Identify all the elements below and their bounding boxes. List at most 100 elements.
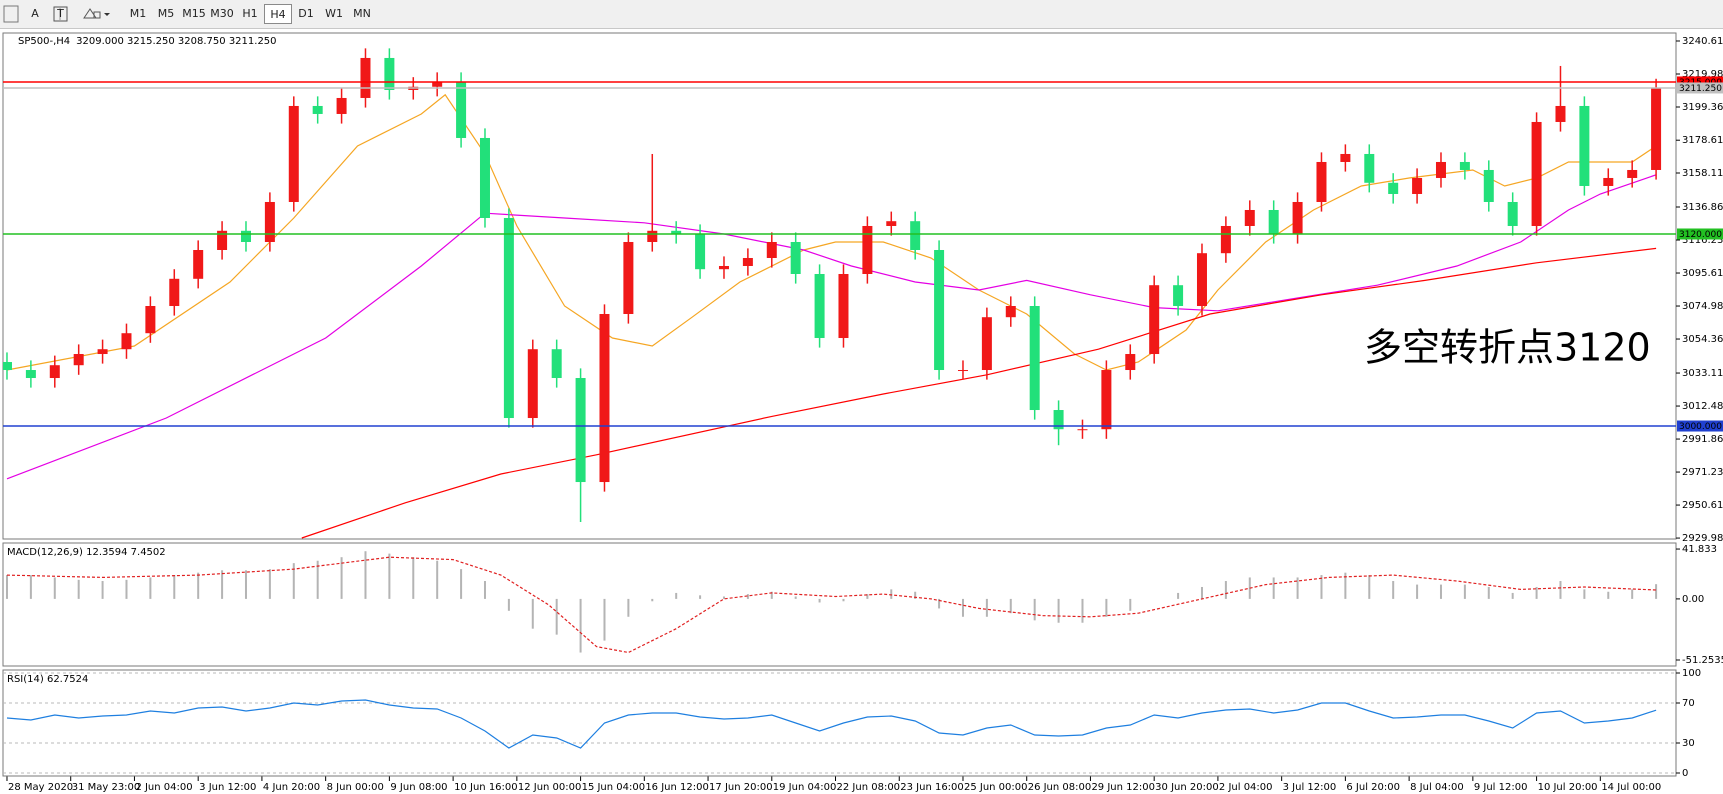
macd-bar bbox=[1081, 598, 1084, 623]
timeframe-button[interactable]: M15 bbox=[182, 7, 206, 20]
candle-body bbox=[1005, 306, 1016, 318]
crosshair-icon[interactable] bbox=[3, 5, 19, 23]
macd-bar bbox=[364, 551, 367, 599]
macd-bar bbox=[746, 594, 749, 599]
timeframe-button[interactable]: M5 bbox=[157, 7, 175, 20]
macd-bar bbox=[1392, 581, 1395, 599]
candle-body bbox=[718, 265, 729, 270]
macd-bar bbox=[651, 598, 654, 602]
y-tick-label: 3158.110 bbox=[1682, 168, 1723, 179]
macd-bar bbox=[1511, 592, 1514, 599]
candle-body bbox=[814, 273, 825, 339]
macd-bar bbox=[1033, 598, 1036, 621]
macd-bar bbox=[460, 569, 463, 599]
macd-bar bbox=[675, 592, 678, 599]
candle-body bbox=[360, 57, 371, 98]
candle-body bbox=[1555, 105, 1566, 122]
macd-bar bbox=[770, 591, 773, 599]
candle-body bbox=[1101, 370, 1112, 430]
macd-bar bbox=[842, 598, 845, 602]
timeframe-button[interactable]: M30 bbox=[210, 7, 234, 20]
y-tick-label: 3116.235 bbox=[1682, 235, 1723, 246]
macd-bar bbox=[794, 596, 797, 599]
price-tag-label: 3120.000 bbox=[1679, 230, 1722, 240]
timeframe-button[interactable]: D1 bbox=[298, 7, 314, 20]
candle-body bbox=[1483, 169, 1494, 202]
shapes-icon[interactable] bbox=[83, 8, 101, 19]
macd-bar bbox=[29, 575, 32, 599]
macd-bar bbox=[53, 577, 56, 599]
candle-body bbox=[1651, 88, 1662, 170]
candle-body bbox=[1579, 105, 1590, 186]
candle-body bbox=[1173, 285, 1184, 307]
y-tick-label: 0 bbox=[1682, 768, 1688, 779]
macd-bar bbox=[101, 581, 104, 599]
macd-bar bbox=[1344, 572, 1347, 599]
macd-bar bbox=[555, 598, 558, 635]
panel-content bbox=[3, 672, 1676, 774]
candle-body bbox=[981, 317, 992, 371]
candle-body bbox=[336, 97, 347, 114]
candle-body bbox=[1507, 201, 1518, 226]
x-tick-label: 3 Jun 12:00 bbox=[199, 782, 256, 793]
y-tick-label: 3033.110 bbox=[1682, 368, 1723, 379]
price-tag bbox=[1677, 228, 1723, 240]
candle-body bbox=[1531, 121, 1542, 226]
candle-body bbox=[551, 349, 562, 379]
x-tick-label: 2 Jul 04:00 bbox=[1219, 782, 1273, 793]
candle-body bbox=[240, 230, 251, 242]
macd-bar bbox=[1057, 598, 1060, 623]
dropdown-arrow[interactable] bbox=[104, 13, 110, 16]
timeframe-button[interactable]: M1 bbox=[129, 7, 147, 20]
x-tick-label: 4 Jun 20:00 bbox=[263, 782, 320, 793]
macd-bar bbox=[722, 596, 725, 599]
macd-bar bbox=[603, 598, 606, 641]
panel-content bbox=[5, 551, 1658, 654]
x-tick-label: 6 Jul 20:00 bbox=[1346, 782, 1400, 793]
candle-body bbox=[599, 314, 610, 483]
candle-body bbox=[671, 230, 682, 234]
macd-bar bbox=[173, 575, 176, 599]
x-tick-label: 9 Jun 08:00 bbox=[390, 782, 447, 793]
y-tick-label: 0.00 bbox=[1682, 594, 1704, 605]
y-tick-label: 2991.860 bbox=[1682, 434, 1723, 445]
y-tick-label: 41.833 bbox=[1682, 544, 1717, 555]
moving-average bbox=[6, 93, 1657, 371]
candle-body bbox=[862, 225, 873, 274]
macd-bar bbox=[1224, 581, 1227, 599]
candle-body bbox=[910, 221, 921, 250]
rsi-line bbox=[6, 699, 1657, 749]
macd-bar bbox=[1200, 586, 1203, 599]
candle-body bbox=[432, 81, 443, 87]
candle-body bbox=[527, 349, 538, 419]
x-tick-label: 25 Jun 00:00 bbox=[964, 782, 1028, 793]
x-tick-label: 16 Jun 12:00 bbox=[645, 782, 709, 793]
moving-average bbox=[6, 174, 1657, 480]
candle-body bbox=[647, 230, 658, 242]
macd-bar bbox=[507, 598, 510, 611]
candle-body bbox=[1077, 429, 1088, 431]
x-tick-label: 10 Jul 20:00 bbox=[1538, 782, 1598, 793]
candle-body bbox=[695, 233, 706, 270]
timeframe-button[interactable]: H1 bbox=[242, 7, 258, 20]
candle-body bbox=[742, 257, 753, 266]
candle-body bbox=[264, 201, 275, 242]
timeframe-button[interactable]: MN bbox=[353, 7, 371, 20]
macd-bar bbox=[412, 557, 415, 599]
macd-bar bbox=[149, 577, 152, 599]
candle-body bbox=[479, 137, 490, 218]
text-label-tool[interactable]: T bbox=[57, 7, 64, 20]
timeframe-button[interactable]: W1 bbox=[325, 7, 343, 20]
candle-body bbox=[1340, 153, 1351, 162]
toolbar-icons bbox=[3, 5, 110, 23]
timeframe-button[interactable]: H4 bbox=[264, 4, 292, 24]
panel-content bbox=[3, 48, 1662, 539]
x-tick-label: 8 Jul 04:00 bbox=[1410, 782, 1464, 793]
y-tick-label: 30 bbox=[1682, 738, 1695, 749]
candle-body bbox=[193, 249, 204, 279]
text-tool[interactable]: A bbox=[31, 7, 39, 20]
x-tick-label: 14 Jul 00:00 bbox=[1601, 782, 1661, 793]
candle-body bbox=[838, 273, 849, 339]
candle-body bbox=[73, 354, 84, 366]
signal-line bbox=[6, 556, 1657, 654]
